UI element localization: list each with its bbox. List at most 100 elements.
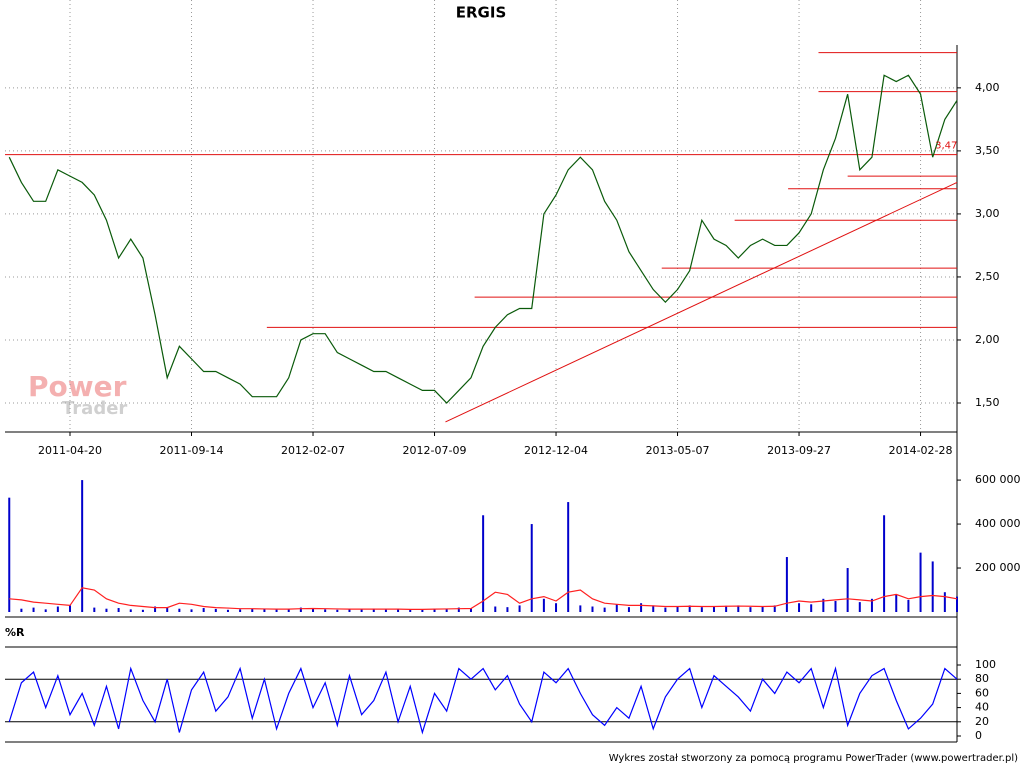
bar <box>773 605 776 612</box>
x-tick-label: 2013-09-27 <box>767 444 831 457</box>
bar <box>725 605 728 612</box>
bar <box>700 607 703 612</box>
bar <box>579 605 582 612</box>
bar <box>676 606 679 612</box>
price-line <box>8 666 958 735</box>
y-tick-label: 3,50 <box>975 144 1000 157</box>
x-tick-label: 2012-07-09 <box>403 444 467 457</box>
bar <box>846 568 849 612</box>
bar <box>56 606 59 612</box>
y-tick-label: 2,50 <box>975 270 1000 283</box>
bar <box>275 609 278 612</box>
bar <box>384 609 387 612</box>
y-tick-label: 60 <box>975 686 989 699</box>
bar <box>105 608 108 612</box>
bar <box>640 603 643 612</box>
bar <box>239 609 242 612</box>
bar <box>919 552 922 612</box>
bar <box>615 604 618 612</box>
bar <box>251 608 254 612</box>
x-tick-label: 2011-09-14 <box>160 444 224 457</box>
y-tick-label: 600 000 <box>975 473 1021 486</box>
trend-line <box>445 181 958 423</box>
bar <box>822 598 825 612</box>
x-tick-label: 2012-12-04 <box>524 444 588 457</box>
bar <box>433 608 436 612</box>
bar <box>421 609 424 612</box>
y-tick-label: 20 <box>975 715 989 728</box>
bar <box>542 598 545 612</box>
bar <box>603 607 606 612</box>
bar <box>907 599 910 612</box>
bar <box>336 609 339 612</box>
bar <box>798 603 801 612</box>
watermark: Trader <box>62 398 127 419</box>
annotation: 3,47 <box>935 141 957 152</box>
bar <box>688 605 691 612</box>
bar <box>226 609 229 612</box>
footer: Wykres został stworzony za pomocą progra… <box>609 753 1018 764</box>
bar <box>348 608 351 612</box>
y-tick-label: 2,00 <box>975 333 1000 346</box>
bar <box>457 607 460 612</box>
y-tick-label: 3,00 <box>975 207 1000 220</box>
average-line <box>9 587 958 610</box>
bar <box>870 598 873 612</box>
bar <box>749 607 752 612</box>
bar <box>214 608 217 612</box>
bar <box>518 605 521 612</box>
bar <box>190 609 193 612</box>
bar <box>591 606 594 612</box>
bar <box>834 601 837 612</box>
bar <box>482 515 485 612</box>
bar <box>956 596 958 612</box>
bar <box>555 603 558 612</box>
watermark: Power <box>28 370 127 403</box>
bar <box>883 515 886 612</box>
bar <box>506 607 509 612</box>
bar <box>810 604 813 612</box>
bar <box>287 608 290 612</box>
bar <box>397 609 400 612</box>
bar <box>664 607 667 612</box>
y-tick-label: 200 000 <box>975 561 1021 574</box>
bar <box>895 594 898 612</box>
bar <box>32 607 35 612</box>
bar <box>324 609 327 612</box>
bar <box>129 609 132 612</box>
chart-title: ERGIS <box>456 4 507 22</box>
y-tick-label: 40 <box>975 701 989 714</box>
bar <box>202 608 205 612</box>
bar <box>469 608 472 612</box>
bar <box>312 608 315 612</box>
bar <box>737 605 740 612</box>
bar <box>154 606 157 612</box>
y-tick-label: 1,50 <box>975 396 1000 409</box>
bar <box>20 608 23 612</box>
bar <box>785 557 788 612</box>
bar <box>69 605 72 612</box>
y-tick-label: 400 000 <box>975 517 1021 530</box>
x-tick-label: 2011-04-20 <box>38 444 102 457</box>
bar <box>141 609 144 612</box>
bar <box>93 607 96 612</box>
bar <box>263 609 266 612</box>
bar <box>712 606 715 612</box>
bar <box>299 607 302 612</box>
bar <box>117 608 120 612</box>
bar <box>530 524 533 612</box>
panel-title: %R <box>5 626 25 639</box>
bar <box>81 480 84 612</box>
bar <box>445 608 448 612</box>
bar <box>567 502 570 612</box>
bar <box>372 608 375 612</box>
x-tick-label: 2013-05-07 <box>646 444 710 457</box>
bar <box>409 609 412 612</box>
y-tick-label: 80 <box>975 672 989 685</box>
y-tick-label: 0 <box>975 729 982 742</box>
bar <box>858 602 861 612</box>
bar <box>178 608 181 612</box>
x-tick-label: 2012-02-07 <box>281 444 345 457</box>
